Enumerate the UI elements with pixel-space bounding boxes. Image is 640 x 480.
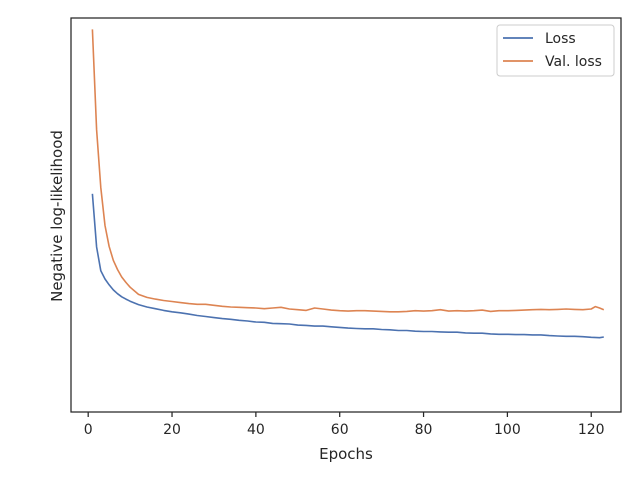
x-ticks: 0 20 40 60 80 100 120 (84, 412, 605, 438)
x-tick-label: 40 (247, 422, 265, 438)
series-line-val-loss (91, 29, 605, 313)
x-tick-label: 80 (415, 422, 433, 438)
x-tick-label: 60 (331, 422, 349, 438)
plot-area (71, 18, 621, 412)
legend-label-loss: Loss (545, 31, 576, 47)
x-tick-label: 100 (494, 422, 521, 438)
y-axis-label: Negative log-likelihood (48, 130, 66, 302)
legend-label-val-loss: Val. loss (545, 54, 602, 70)
series-line-loss (91, 193, 604, 339)
legend: Loss Val. loss (496, 24, 615, 77)
x-axis-label: Epochs (319, 445, 373, 463)
x-tick-label: 0 (84, 422, 93, 438)
series-layer (91, 29, 605, 339)
x-tick-label: 20 (163, 422, 181, 438)
x-tick-label: 120 (578, 422, 605, 438)
axes-frame (70, 17, 622, 413)
